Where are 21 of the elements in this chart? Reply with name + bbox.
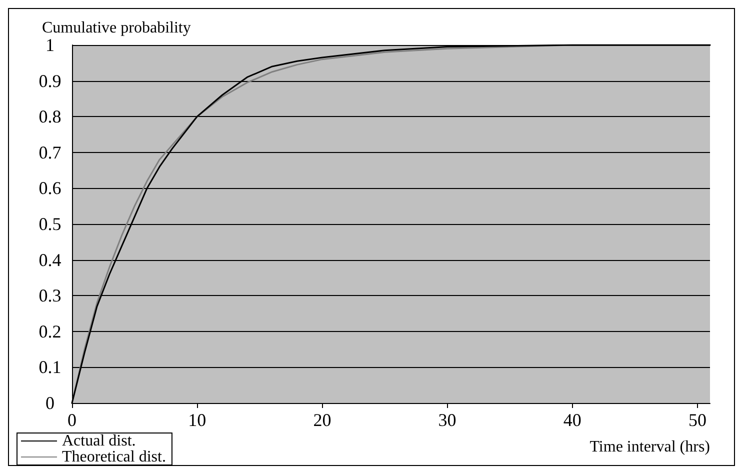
- x-tick-label: 0: [68, 410, 76, 430]
- y-tick-label: 0.2: [38, 321, 62, 342]
- legend-label: Theoretical dist.: [62, 448, 166, 466]
- y-tick-label: 0: [46, 393, 54, 413]
- y-tick-label: 0.9: [38, 70, 62, 91]
- y-tick-label: 0.3: [38, 286, 62, 306]
- legend-label: Actual dist.: [62, 432, 136, 450]
- y-tick-label: 0.5: [38, 214, 62, 234]
- x-tick-label: 50: [688, 410, 706, 430]
- x-tick-label: 10: [188, 410, 206, 430]
- x-tick-label: 40: [563, 410, 582, 430]
- y-tick-label: 0.4: [38, 250, 62, 270]
- y-tick-label: 0.8: [38, 106, 62, 127]
- x-tick-label: 30: [438, 410, 456, 430]
- y-axis-title: Cumulative probability: [42, 20, 191, 37]
- y-tick-label: 0.6: [38, 178, 62, 198]
- y-tick-label: 1: [46, 35, 54, 55]
- x-tick-label: 20: [313, 410, 332, 430]
- y-tick-label: 0.1: [38, 357, 62, 378]
- y-tick-label: 0.7: [38, 142, 62, 162]
- x-axis-title: Time interval (hrs): [590, 438, 710, 456]
